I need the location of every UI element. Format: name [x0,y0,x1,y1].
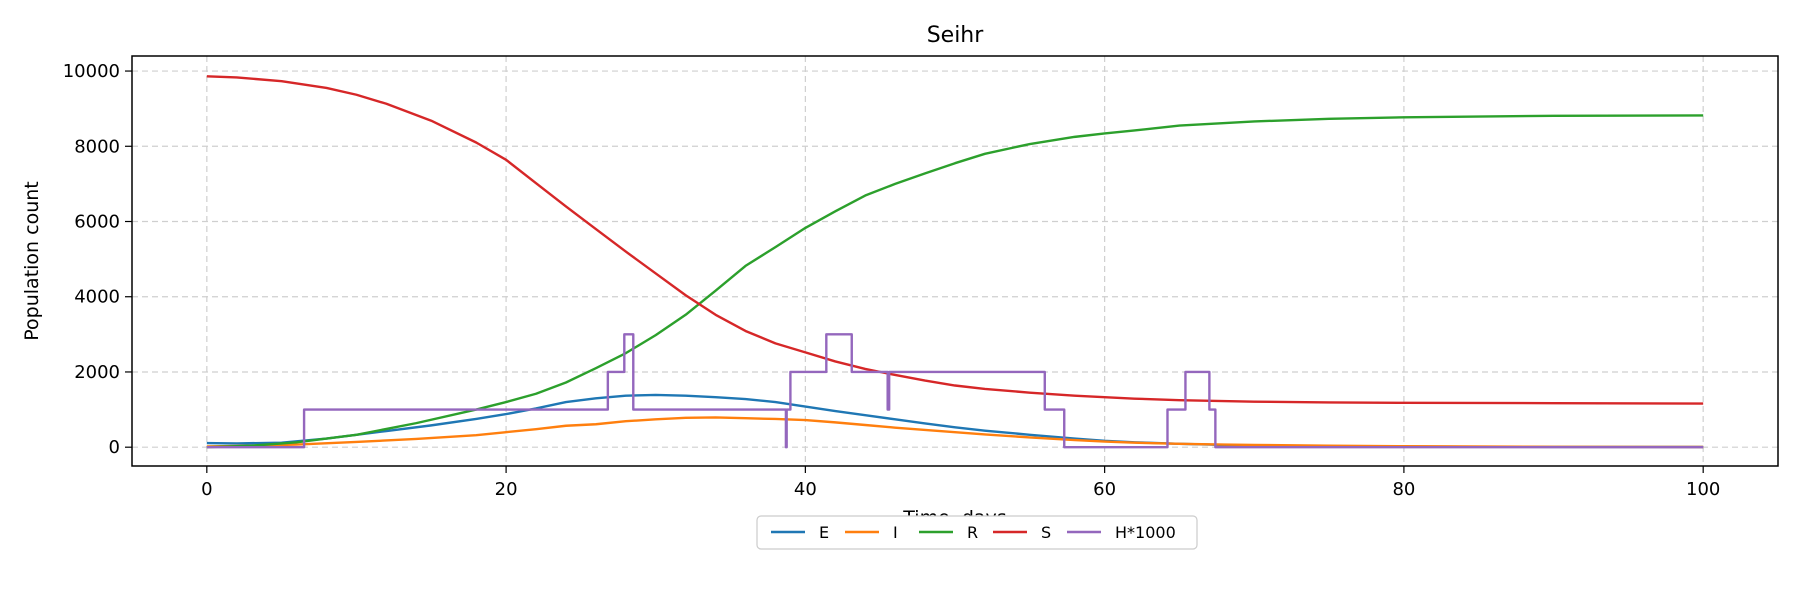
y-tick-label: 4000 [74,287,120,308]
x-tick-label: 100 [1686,479,1720,500]
series-line-h-1000 [206,333,1704,449]
series-line-i [206,416,1704,449]
legend: E I R S H*1000 [756,515,1198,550]
series-line-s [206,75,1704,405]
legend-label-e: E [819,523,829,542]
y-tick-label: 2000 [74,362,120,383]
y-tick-label: 8000 [74,136,120,157]
axis-ticks: 0 20 40 60 80 100 0 2000 4000 6000 8000 10000 [63,61,1721,500]
y-tick-label: 6000 [74,212,120,233]
series-line-r [206,114,1704,449]
series-lines [206,75,1704,449]
y-axis-label: Population count [21,181,43,340]
x-tick-label: 40 [794,479,817,500]
x-tick-label: 80 [1392,479,1415,500]
x-tick-label: 0 [201,479,212,500]
legend-box [756,515,1198,550]
y-tick-label: 0 [109,437,120,458]
legend-label-r: R [967,523,978,542]
x-tick-label: 60 [1093,479,1116,500]
plot-frame [131,55,1779,467]
x-tick-label: 20 [495,479,518,500]
y-tick-label: 10000 [63,61,120,82]
legend-label-i: I [893,523,898,542]
chart-title: Seihr [927,23,985,48]
legend-label-s: S [1041,523,1051,542]
legend-label-h-1000: H*1000 [1115,523,1176,542]
